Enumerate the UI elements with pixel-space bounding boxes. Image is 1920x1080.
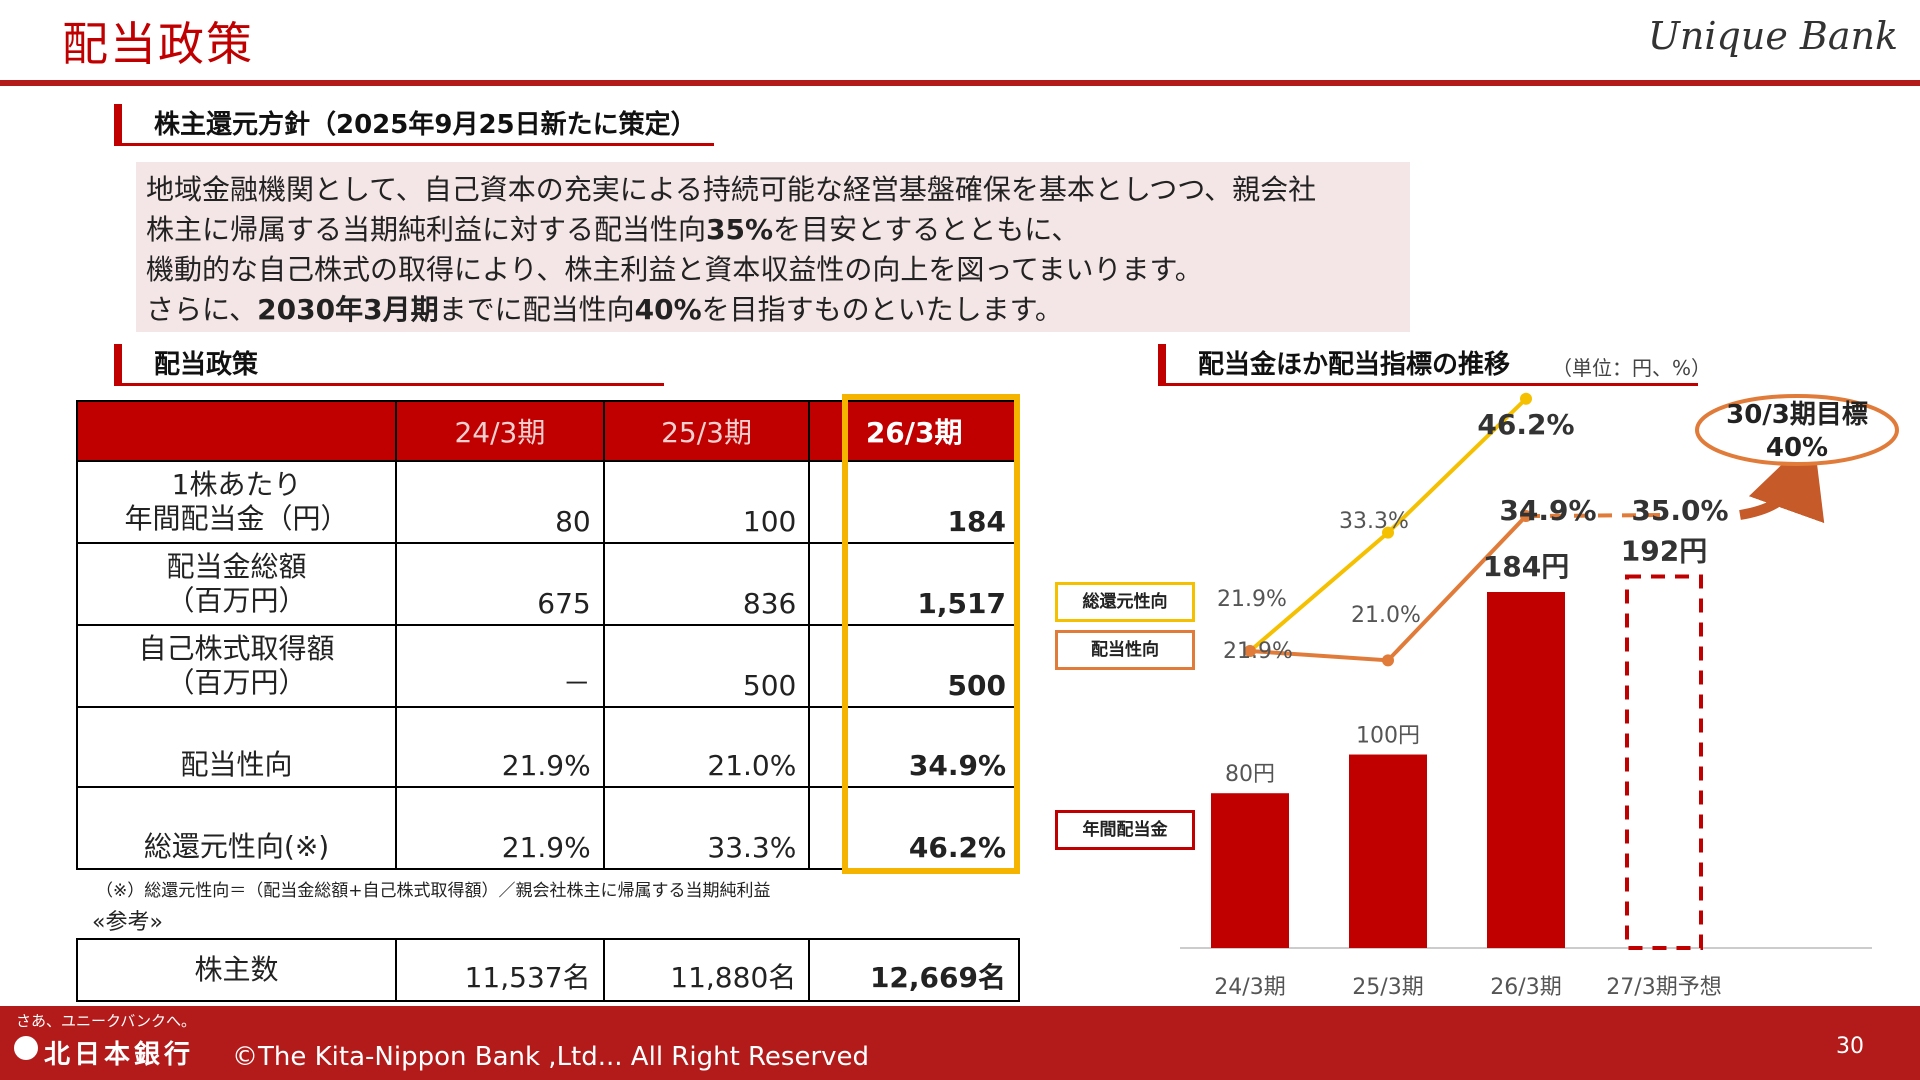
bar-value-label: 100円 xyxy=(1356,724,1420,749)
policy-line: 株主に帰属する当期純利益に対する配当性向35%を目安とするとともに、 xyxy=(146,213,1080,246)
table-row: 総還元性向(※) 21.9% 33.3% 46.2% xyxy=(75,786,1020,870)
table-cell: 836 xyxy=(602,542,811,626)
dividend-table: 24/3期 25/3期 26/3期 1株あたり 年間配当金（円） 80 100 1… xyxy=(75,400,1020,870)
x-tick-label: 24/3期 xyxy=(1214,975,1285,1000)
table-header-empty xyxy=(75,400,398,462)
bank-name: 北日本銀行 xyxy=(44,1040,195,1070)
page-title: 配当政策 xyxy=(62,17,254,71)
header-divider xyxy=(0,80,1920,86)
chart-unit: （単位：円、%） xyxy=(1552,356,1712,380)
chart-title: 配当金ほか配当指標の推移 xyxy=(1158,344,1698,386)
legend-total-return: 総還元性向 xyxy=(1055,582,1195,622)
policy-section-title: 株主還元方針（2025年9月25日新たに策定） xyxy=(114,104,714,146)
column-header: 25/3期 xyxy=(602,400,811,462)
legend-annual-dividend: 年間配当金 xyxy=(1055,810,1195,850)
total-return-label: 21.9% xyxy=(1217,587,1287,612)
total-return-point xyxy=(1520,392,1532,405)
payout-point xyxy=(1244,645,1256,657)
payout-point xyxy=(1520,510,1532,523)
dividend-bar xyxy=(1349,754,1427,948)
bar-value-label: 184円 xyxy=(1483,550,1569,583)
x-tick-label: 27/3期予想 xyxy=(1606,975,1721,1000)
forecast-bar xyxy=(1625,574,1703,950)
x-tick-label: 25/3期 xyxy=(1352,975,1423,1000)
payout-label: 35.0% xyxy=(1631,494,1728,527)
copyright: ©The Kita-Nippon Bank ,Ltd... All Right … xyxy=(232,1042,870,1072)
dividend-section-title: 配当政策 xyxy=(114,344,664,386)
table-cell: 100 xyxy=(602,460,811,544)
page-number: 30 xyxy=(1836,1034,1864,1059)
table-cell: 675 xyxy=(395,542,605,626)
table-row: 配当金総額 （百万円） 675 836 1,517 xyxy=(75,542,1020,626)
reference-label: «参考» xyxy=(92,910,163,935)
table-cell: 11,537名 xyxy=(394,938,605,1002)
table-cell: 21.0% xyxy=(602,706,811,788)
table-cell: 12,669名 xyxy=(808,938,1020,1002)
payout-point xyxy=(1382,654,1394,667)
bar-value-label: 192円 xyxy=(1621,535,1707,568)
dividend-bar xyxy=(1487,592,1565,948)
payout-label: 21.9% xyxy=(1223,639,1293,664)
table-cell: 500 xyxy=(602,624,811,708)
policy-statement: 地域金融機関として、自己資本の充実による持続可能な経営基盤確保を基本としつつ、親… xyxy=(136,162,1410,332)
policy-line: 機動的な自己株式の取得により、株主利益と資本収益性の向上を図ってまいります。 xyxy=(146,253,1203,286)
bank-logo-icon xyxy=(14,1036,38,1060)
footnote: （※）総還元性向＝（配当金総額+自己株式取得額）／親会社株主に帰属する当期純利益 xyxy=(96,881,771,901)
table-row: 配当性向 21.9% 21.0% 34.9% xyxy=(75,706,1020,788)
target-value: 40% xyxy=(1766,433,1828,463)
table-cell: 80 xyxy=(395,460,605,544)
target-arrow xyxy=(1739,434,1825,524)
target-label: 30/3期目標 xyxy=(1726,400,1868,430)
payout-label: 21.0% xyxy=(1351,603,1421,628)
payout-label: 34.9% xyxy=(1499,494,1596,527)
policy-line: さらに、2030年3月期までに配当性向40%を目指すものといたします。 xyxy=(146,293,1063,326)
footer-tagline: さあ、ユニークバンクへ。 xyxy=(16,1012,197,1030)
column-header: 24/3期 xyxy=(395,400,605,462)
brand-logo: Unique Bank xyxy=(1647,14,1898,58)
table-cell: 21.9% xyxy=(395,706,605,788)
current-period-highlight xyxy=(842,394,1020,874)
row-label: 自己株式取得額 （百万円） xyxy=(75,624,398,708)
x-tick-label: 26/3期 xyxy=(1490,975,1561,1000)
table-cell: 33.3% xyxy=(602,786,811,870)
row-label: 配当性向 xyxy=(75,706,398,788)
bar-value-label: 80円 xyxy=(1225,762,1275,787)
row-label: 1株あたり 年間配当金（円） xyxy=(75,460,398,544)
row-label: 配当金総額 （百万円） xyxy=(75,542,398,626)
table-cell: － xyxy=(395,624,605,708)
footer-bar xyxy=(0,1006,1920,1080)
row-label: 株主数 xyxy=(76,938,397,1002)
dividend-bar xyxy=(1211,793,1289,948)
row-label: 総還元性向(※) xyxy=(75,786,398,870)
target-ellipse xyxy=(1695,394,1899,466)
total-return-label: 46.2% xyxy=(1477,408,1574,441)
policy-line: 地域金融機関として、自己資本の充実による持続可能な経営基盤確保を基本としつつ、親… xyxy=(146,173,1317,206)
total-return-point xyxy=(1382,526,1394,539)
table-cell: 11,880名 xyxy=(602,938,811,1002)
total-return-label: 33.3% xyxy=(1339,509,1409,534)
dividend-chart: 80円 100円 184円 192円 24/3期 25/3期 26/3期 27/3期予想 21.… xyxy=(1180,392,1899,1000)
legend-payout: 配当性向 xyxy=(1055,630,1195,670)
shareholders-table: 株主数 11,537名 11,880名 12,669名 xyxy=(76,938,1020,1002)
table-row: 自己株式取得額 （百万円） － 500 500 xyxy=(75,624,1020,708)
table-cell: 21.9% xyxy=(395,786,605,870)
